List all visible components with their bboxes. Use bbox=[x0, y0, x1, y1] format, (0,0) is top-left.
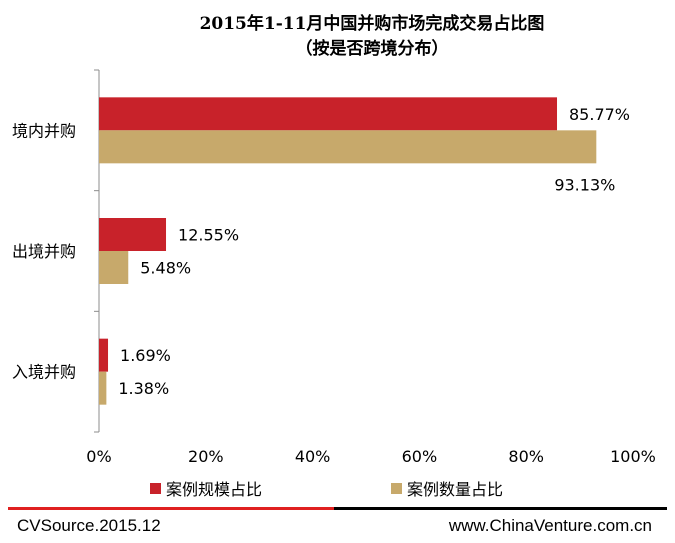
legend-swatch bbox=[391, 483, 402, 494]
bar-count bbox=[99, 130, 597, 164]
x-tick-label: 100% bbox=[610, 447, 656, 466]
x-tick-label: 0% bbox=[86, 447, 111, 466]
data-label: 85.77% bbox=[569, 105, 630, 124]
category-label: 出境并购 bbox=[12, 242, 76, 261]
legend-label: 案例规模占比 bbox=[166, 480, 262, 499]
category-label: 境内并购 bbox=[12, 121, 76, 140]
legend-label: 案例数量占比 bbox=[407, 480, 503, 499]
data-label: 1.69% bbox=[120, 346, 171, 365]
bar-count bbox=[99, 251, 129, 284]
data-label: 93.13% bbox=[554, 175, 615, 194]
x-tick-label: 60% bbox=[402, 447, 438, 466]
bar-scale bbox=[99, 97, 558, 131]
category-label: 入境并购 bbox=[12, 363, 76, 382]
chart-title: 2015年1-11月中国并购市场完成交易占比图 bbox=[200, 13, 545, 34]
x-tick-label: 20% bbox=[188, 447, 224, 466]
website-label: www.ChinaVenture.com.cn bbox=[448, 516, 652, 535]
legend: 案例规模占比 案例数量占比 bbox=[150, 480, 503, 499]
x-tick-label: 40% bbox=[295, 447, 331, 466]
source-label: CVSource.2015.12 bbox=[17, 516, 161, 535]
data-label: 12.55% bbox=[178, 226, 239, 245]
footer-rule-left bbox=[8, 507, 334, 510]
bar-scale bbox=[99, 338, 109, 372]
legend-swatch bbox=[150, 483, 161, 494]
data-label: 1.38% bbox=[118, 379, 169, 398]
data-label: 5.48% bbox=[140, 259, 191, 278]
bar-count bbox=[99, 371, 107, 405]
bar-scale bbox=[99, 218, 167, 251]
footer-rule-right bbox=[334, 507, 667, 510]
chart-subtitle: （按是否跨境分布） bbox=[296, 38, 449, 59]
x-tick-label: 80% bbox=[508, 447, 544, 466]
